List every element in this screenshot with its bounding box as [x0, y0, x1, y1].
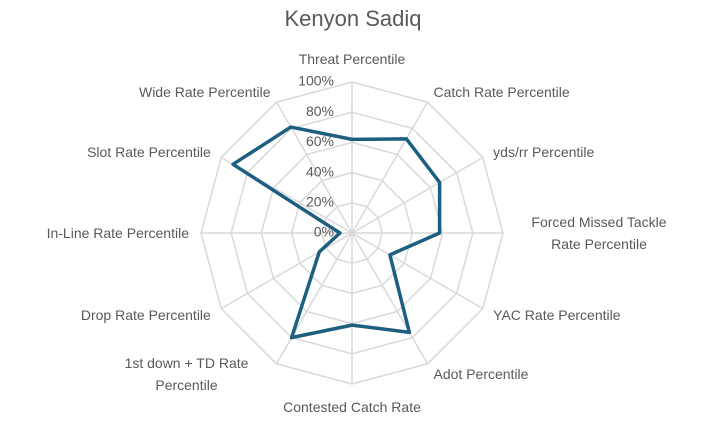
data-line	[231, 125, 442, 340]
category-label: In-Line Rate Percentile	[46, 225, 189, 241]
tick-label: 20%	[306, 194, 334, 210]
spoke	[275, 232, 353, 365]
tick-label: 100%	[298, 73, 334, 89]
category-label: 1st down + TD Rate Percentile	[124, 355, 249, 394]
spoke	[351, 156, 484, 234]
category-label: Catch Rate Percentile	[433, 83, 570, 100]
category-label: Wide Rate Percentile	[138, 83, 271, 100]
category-label: Slot Rate Percentile	[87, 143, 211, 160]
category-label: Forced Missed Tackle Rate Percentile	[531, 214, 667, 252]
tick-label: 0%	[314, 224, 334, 240]
tick-label: 80%	[306, 103, 334, 119]
tick-label: 40%	[306, 163, 334, 179]
category-label: Contested Catch Rate Percentile	[283, 399, 421, 423]
spoke	[351, 101, 429, 234]
spoke	[275, 101, 353, 234]
chart-title: Kenyon Sadiq	[284, 6, 422, 31]
category-label: Threat Percentile	[298, 51, 406, 67]
category-label: Drop Rate Percentile	[80, 306, 211, 323]
tick-label: 60%	[306, 133, 334, 149]
spoke	[351, 232, 484, 310]
spoke	[220, 232, 353, 310]
category-label: YAC Rate Percentile	[493, 306, 621, 323]
category-label: Adot Percentile	[433, 366, 529, 383]
spoke	[351, 232, 429, 365]
category-label: yds/rr Percentile	[493, 143, 595, 160]
